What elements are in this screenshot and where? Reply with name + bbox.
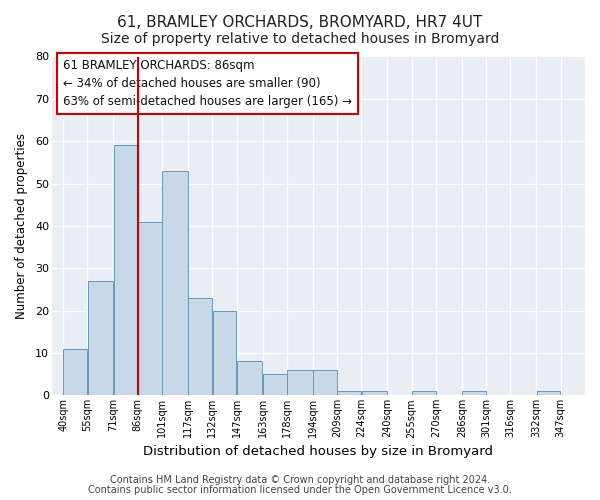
Bar — [162, 171, 188, 396]
Bar — [337, 391, 361, 396]
X-axis label: Distribution of detached houses by size in Bromyard: Distribution of detached houses by size … — [143, 444, 493, 458]
Text: Contains HM Land Registry data © Crown copyright and database right 2024.: Contains HM Land Registry data © Crown c… — [110, 475, 490, 485]
Bar — [212, 310, 236, 396]
Bar — [313, 370, 337, 396]
Bar — [263, 374, 287, 396]
Bar — [64, 348, 87, 396]
Bar — [138, 222, 162, 396]
Text: Size of property relative to detached houses in Bromyard: Size of property relative to detached ho… — [101, 32, 499, 46]
Bar — [412, 391, 436, 396]
Y-axis label: Number of detached properties: Number of detached properties — [15, 133, 28, 319]
Bar — [188, 298, 212, 396]
Bar — [536, 391, 560, 396]
Bar — [237, 362, 262, 396]
Text: 61, BRAMLEY ORCHARDS, BROMYARD, HR7 4UT: 61, BRAMLEY ORCHARDS, BROMYARD, HR7 4UT — [118, 15, 482, 30]
Bar — [113, 146, 137, 396]
Text: Contains public sector information licensed under the Open Government Licence v3: Contains public sector information licen… — [88, 485, 512, 495]
Bar — [362, 391, 387, 396]
Bar — [462, 391, 486, 396]
Bar — [88, 281, 113, 396]
Bar — [287, 370, 313, 396]
Text: 61 BRAMLEY ORCHARDS: 86sqm
← 34% of detached houses are smaller (90)
63% of semi: 61 BRAMLEY ORCHARDS: 86sqm ← 34% of deta… — [63, 58, 352, 108]
